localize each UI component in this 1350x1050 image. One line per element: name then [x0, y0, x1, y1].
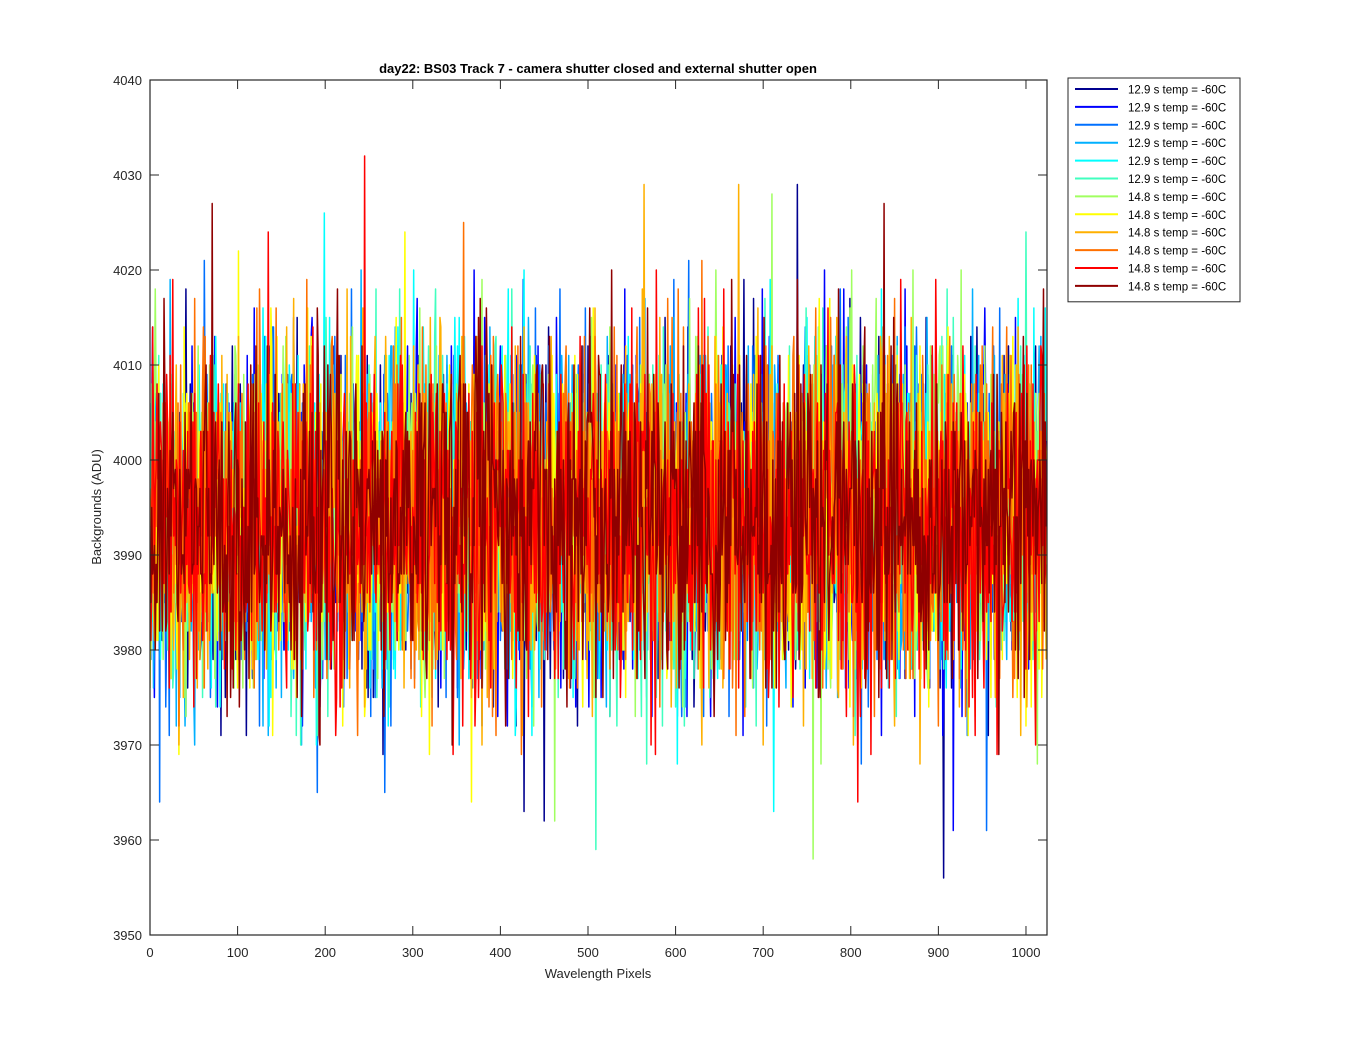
x-tick-label: 900 [928, 945, 950, 960]
y-tick-label: 3950 [113, 928, 142, 943]
y-tick-label: 3970 [113, 738, 142, 753]
chart-title: day22: BS03 Track 7 - camera shutter clo… [379, 61, 817, 76]
axes-ticks: 0 100 200 300 400 500 600 700 800 900 1000 3950 3960… [113, 73, 1047, 960]
series-line-12 [150, 202, 1047, 756]
legend-entry: 12.9 s temp = -60C [1075, 85, 1226, 97]
legend-label: 12.9 s temp = -60C [1128, 120, 1226, 132]
y-tick-label: 4020 [113, 263, 142, 278]
legend-entry: 14.8 s temp = -60C [1075, 210, 1226, 222]
y-tick-label: 4010 [113, 358, 142, 373]
y-tick-label: 4030 [113, 168, 142, 183]
legend-label: 12.9 s temp = -60C [1128, 138, 1226, 150]
x-tick-label: 800 [840, 945, 862, 960]
legend-entry: 14.8 s temp = -60C [1075, 192, 1226, 204]
x-axis-label: Wavelength Pixels [545, 966, 652, 981]
x-tick-label: 700 [752, 945, 774, 960]
legend-label: 14.8 s temp = -60C [1128, 246, 1226, 258]
legend-label: 14.8 s temp = -60C [1128, 210, 1226, 222]
legend-entry: 12.9 s temp = -60C [1075, 174, 1226, 186]
legend-label: 14.8 s temp = -60C [1128, 228, 1226, 240]
series-layer [150, 155, 1047, 879]
legend-entry: 12.9 s temp = -60C [1075, 156, 1226, 168]
legend: 12.9 s temp = -60C 12.9 s temp = -60C 12.9… [1067, 77, 1241, 303]
y-tick-label: 3960 [113, 833, 142, 848]
y-axis-label: Backgrounds (ADU) [89, 449, 104, 565]
legend-entry: 14.8 s temp = -60C [1075, 264, 1226, 276]
legend-label: 14.8 s temp = -60C [1128, 192, 1226, 204]
legend-entry: 14.8 s temp = -60C [1075, 228, 1226, 240]
legend-entry: 12.9 s temp = -60C [1075, 138, 1226, 150]
x-tick-label: 300 [402, 945, 424, 960]
legend-box [1067, 77, 1241, 303]
legend-label: 14.8 s temp = -60C [1128, 281, 1226, 293]
y-tick-label: 3990 [113, 548, 142, 563]
x-tick-label: 0 [146, 945, 153, 960]
y-tick-label: 3980 [113, 643, 142, 658]
legend-label: 12.9 s temp = -60C [1128, 102, 1226, 114]
legend-label: 12.9 s temp = -60C [1128, 156, 1226, 168]
legend-label: 14.8 s temp = -60C [1128, 264, 1226, 276]
legend-entry: 12.9 s temp = -60C [1075, 102, 1226, 114]
x-tick-label: 200 [314, 945, 336, 960]
legend-label: 12.9 s temp = -60C [1128, 174, 1226, 186]
legend-entry: 12.9 s temp = -60C [1075, 120, 1226, 132]
x-tick-label: 600 [665, 945, 687, 960]
legend-entry: 14.8 s temp = -60C [1075, 246, 1226, 258]
legend-label: 12.9 s temp = -60C [1128, 85, 1226, 97]
y-tick-label: 4040 [113, 73, 142, 88]
legend-entry: 14.8 s temp = -60C [1075, 281, 1226, 293]
x-tick-label: 100 [227, 945, 249, 960]
x-tick-label: 500 [577, 945, 599, 960]
plot-frame [149, 79, 1048, 936]
x-tick-label: 1000 [1012, 945, 1041, 960]
x-tick-label: 400 [490, 945, 512, 960]
y-tick-label: 4000 [113, 453, 142, 468]
